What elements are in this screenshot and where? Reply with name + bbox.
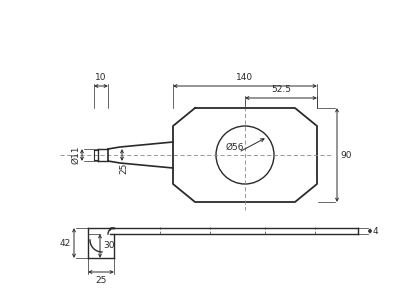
Text: 42: 42 [60, 238, 71, 247]
Text: 25: 25 [95, 276, 107, 285]
Text: 52.5: 52.5 [271, 85, 291, 94]
Text: 140: 140 [236, 73, 254, 82]
Text: 4: 4 [373, 226, 379, 236]
Text: 30: 30 [103, 242, 114, 250]
Text: 10: 10 [95, 73, 107, 82]
Text: Ø11: Ø11 [71, 146, 80, 164]
Text: 90: 90 [340, 151, 352, 160]
Text: Ø56: Ø56 [226, 142, 244, 152]
Text: 25: 25 [120, 163, 128, 174]
